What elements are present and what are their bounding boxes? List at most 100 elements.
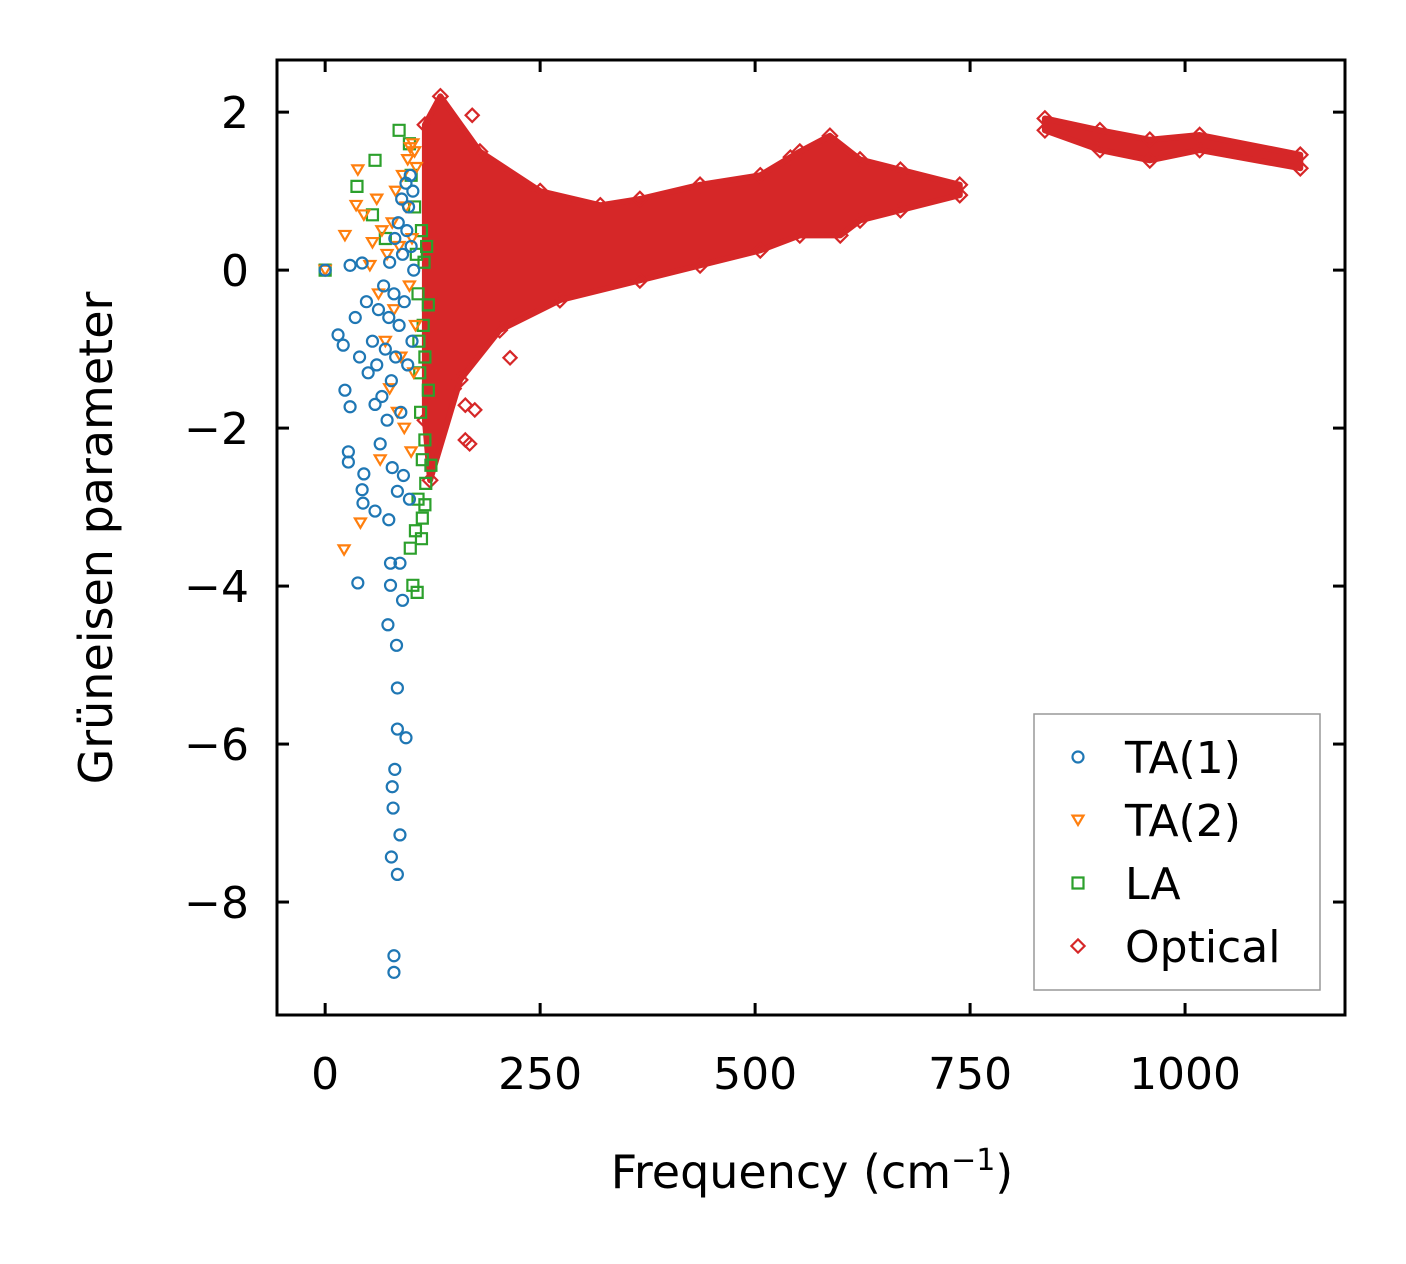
legend-item: Optical [1069, 922, 1280, 973]
plot-area [317, 87, 1310, 979]
data-point [410, 585, 424, 599]
x-tick-label: 250 [498, 1049, 582, 1100]
y-axis-label: Grüneisen parameter [69, 291, 123, 784]
y-tick-label: 2 [221, 88, 249, 139]
plot-frame [275, 58, 1347, 1017]
data-point [384, 374, 398, 388]
data-point [411, 492, 425, 506]
data-point [384, 217, 400, 230]
optical-edge-point [591, 196, 610, 215]
optical-edge-point [1091, 141, 1109, 159]
y-tick-label: −8 [184, 878, 249, 929]
data-point [412, 334, 426, 348]
data-point [408, 524, 423, 538]
optical-edge-point [1190, 141, 1209, 159]
data-point [403, 168, 417, 182]
data-point [341, 455, 355, 469]
data-point [357, 467, 371, 481]
legend-label: TA(2) [1124, 796, 1241, 847]
data-point [457, 431, 474, 449]
data-point [409, 247, 423, 261]
data-point [406, 578, 420, 592]
data-point [352, 350, 367, 364]
legend-item: LA [1071, 859, 1181, 910]
y-tick-label: −2 [184, 404, 249, 455]
data-point [356, 209, 372, 222]
data-point [394, 405, 408, 419]
data-point [395, 247, 410, 261]
series-ta-2- [317, 138, 424, 557]
data-point [368, 504, 382, 518]
data-point [387, 965, 401, 979]
optical-edge-point [631, 271, 649, 290]
optical-band-high [1041, 115, 1304, 172]
data-point [382, 513, 396, 527]
data-point [390, 722, 404, 736]
data-point [365, 334, 380, 348]
data-point [371, 303, 386, 317]
data-point [415, 453, 429, 467]
data-point [336, 544, 352, 557]
data-point [424, 458, 438, 472]
data-point [351, 576, 365, 590]
data-point [403, 446, 419, 459]
legend-label: LA [1125, 859, 1181, 910]
data-point [399, 731, 413, 745]
optical-edge-point [751, 166, 770, 185]
data-point [337, 229, 353, 243]
data-point [401, 200, 416, 214]
data-point [466, 401, 483, 419]
optical-edge-point [631, 190, 649, 208]
legend-label: Optical [1125, 922, 1280, 973]
data-point [408, 161, 424, 175]
data-point [378, 231, 392, 246]
optical-edge-point [431, 87, 450, 106]
legend-marker-triangle-down-icon [1070, 814, 1086, 828]
data-point [331, 328, 345, 342]
x-axis-label: Frequency (cm−1) [611, 1143, 1014, 1199]
data-point [402, 280, 417, 294]
data-point [403, 541, 417, 555]
data-point [420, 239, 434, 254]
data-point [382, 310, 396, 325]
data-point [370, 358, 384, 372]
legend-item: TA(1) [1071, 733, 1241, 784]
data-point [348, 310, 362, 325]
data-point [350, 164, 366, 177]
data-point [407, 146, 423, 159]
y-tick-label: 0 [221, 246, 249, 297]
data-point [387, 949, 401, 963]
data-point [388, 762, 402, 776]
data-point [405, 334, 419, 348]
data-point [418, 350, 432, 364]
data-point [464, 107, 481, 124]
data-point [390, 484, 404, 498]
series-ta-1- [318, 168, 421, 979]
optical-edge-point [831, 226, 849, 245]
data-point [411, 287, 425, 301]
optical-edge-point [1291, 159, 1310, 177]
data-point [392, 123, 406, 137]
data-point [368, 153, 382, 167]
x-tick-label: 0 [311, 1049, 339, 1100]
optical-edge-point [1036, 109, 1054, 128]
data-point [318, 263, 332, 277]
data-point [380, 413, 394, 427]
data-point [343, 400, 357, 414]
data-point [368, 397, 382, 412]
data-point [377, 335, 393, 349]
data-point [383, 578, 398, 592]
data-point [365, 236, 380, 250]
data-point [400, 224, 414, 238]
data-point [418, 498, 432, 512]
data-point [382, 383, 398, 396]
data-point [388, 185, 404, 199]
data-point [387, 287, 401, 301]
optical-edge-point [416, 116, 434, 134]
data-point [391, 216, 405, 230]
data-point [352, 517, 368, 531]
x-tick-label: 500 [713, 1049, 797, 1100]
data-point [402, 492, 417, 506]
legend-marker-square-icon [1071, 876, 1085, 890]
